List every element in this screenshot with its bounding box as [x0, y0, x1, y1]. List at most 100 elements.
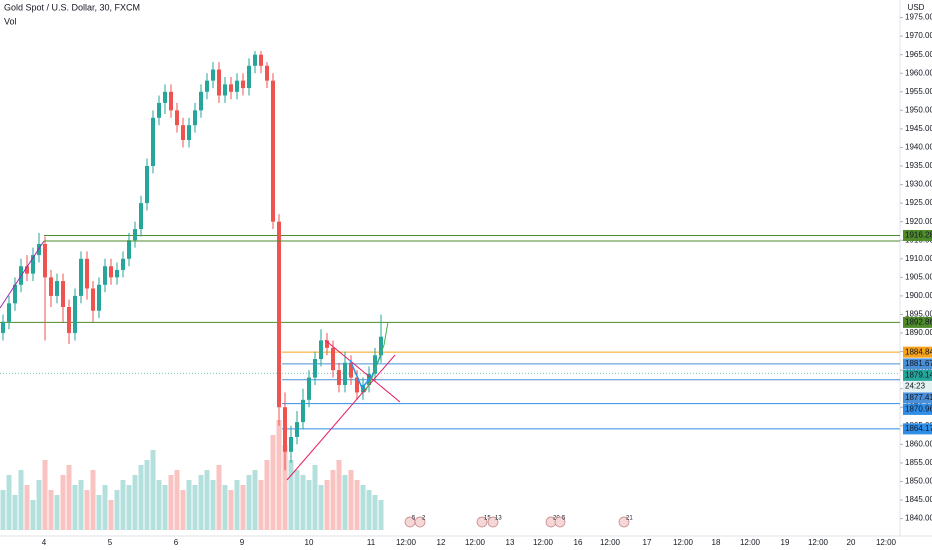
event-icon: [476, 516, 488, 528]
volume-bar: [66, 465, 72, 530]
volume-bar: [186, 480, 192, 530]
volume-bar: [78, 480, 84, 530]
volume-bar: [132, 475, 138, 530]
candle-body: [277, 221, 281, 408]
candle-body: [343, 362, 347, 385]
event-icon: [618, 516, 630, 528]
volume-bar: [192, 485, 198, 530]
volume-bar: [162, 485, 168, 530]
volume-bar: [156, 480, 162, 530]
volume-bar: [240, 485, 246, 530]
candle-body: [67, 307, 71, 334]
countdown-tag: [903, 380, 932, 392]
price-tag-label: 1879.14: [905, 371, 932, 380]
volume-bar: [330, 470, 336, 530]
y-tick-label: 1920.00: [905, 217, 932, 226]
candle-body: [295, 422, 299, 437]
y-tick-label: 1935.00: [905, 161, 932, 170]
candle-body: [175, 110, 179, 126]
volume-bar: [0, 490, 6, 530]
price-tag-label: 1916.28: [905, 231, 932, 240]
candle-body: [127, 240, 131, 259]
trend-line: [286, 354, 396, 481]
chart-title: Gold Spot / U.S. Dollar, 30, FXCM: [4, 2, 140, 12]
candle-body: [151, 117, 155, 167]
candle-body: [319, 340, 323, 359]
candle-body: [49, 277, 53, 296]
volume-bar: [294, 470, 300, 530]
candle-body: [193, 110, 197, 126]
y-tick-label: 1855.00: [905, 458, 932, 467]
projection-arrow: [364, 321, 389, 393]
volume-bar: [318, 485, 324, 530]
volume-bar: [300, 475, 306, 530]
candle-body: [307, 377, 311, 400]
volume-bar: [54, 495, 60, 530]
price-tag: [903, 346, 932, 358]
candle-body: [313, 358, 317, 378]
price-tag-label: 1877.41: [905, 393, 932, 402]
volume-bar: [180, 490, 186, 530]
volume-bar: [144, 460, 150, 530]
candle-body: [265, 65, 269, 81]
currency-label: USD: [908, 3, 925, 12]
countdown-label: 24:23: [905, 382, 926, 391]
volume-bar: [126, 485, 132, 530]
volume-bar: [42, 460, 48, 530]
x-tick-label: 12:00: [876, 538, 897, 547]
volume-bar: [372, 495, 378, 530]
volume-bar: [150, 450, 156, 530]
y-tick-label: 1975.00: [905, 13, 932, 22]
candle-body: [349, 362, 353, 378]
volume-bar: [276, 420, 282, 530]
event-label: 2: [422, 516, 426, 522]
volume-bar: [18, 470, 24, 530]
y-tick-label: 1850.00: [905, 477, 932, 486]
volume-layer: [0, 420, 384, 530]
candle-body: [79, 258, 83, 296]
price-tag: [903, 358, 932, 370]
y-tick-label: 1895.00: [905, 310, 932, 319]
candle-body: [211, 69, 215, 81]
candle-body: [199, 91, 203, 111]
x-tick-label: 12:00: [673, 538, 694, 547]
volume-bar: [282, 445, 288, 530]
candle-body: [355, 377, 359, 393]
volume-bar: [210, 480, 216, 530]
candle-body: [235, 80, 239, 92]
volume-bar: [366, 490, 372, 530]
trend-line: [324, 339, 401, 403]
candle-body: [43, 243, 47, 278]
volume-bar: [252, 470, 258, 530]
event-label: 13: [495, 516, 502, 522]
volume-bar: [120, 480, 126, 530]
candle-body: [85, 258, 89, 289]
volume-bar: [96, 495, 102, 530]
price-tag: [903, 229, 932, 241]
volume-bar: [360, 485, 366, 530]
volume-bar: [108, 500, 114, 530]
x-tick-label: 12:00: [600, 538, 621, 547]
candle-body: [1, 321, 5, 334]
volume-bar: [60, 475, 66, 530]
volume-bar: [168, 475, 174, 530]
candle-body: [109, 266, 113, 278]
y-tick-label: 1890.00: [905, 328, 932, 337]
x-tick-label: 11: [367, 538, 376, 547]
volume-bar: [114, 490, 120, 530]
y-tick-label: 1860.00: [905, 439, 932, 448]
candle-body: [103, 266, 107, 285]
volume-bar: [174, 470, 180, 530]
volume-bar: [354, 480, 360, 530]
candle-body: [283, 407, 287, 452]
candle-body: [229, 84, 233, 92]
candle-body: [115, 269, 119, 278]
volume-bar: [336, 460, 342, 530]
x-tick-label: 12: [437, 538, 446, 547]
volume-bar: [342, 475, 348, 530]
volume-bar: [264, 460, 270, 530]
event-label: 5: [412, 516, 416, 522]
